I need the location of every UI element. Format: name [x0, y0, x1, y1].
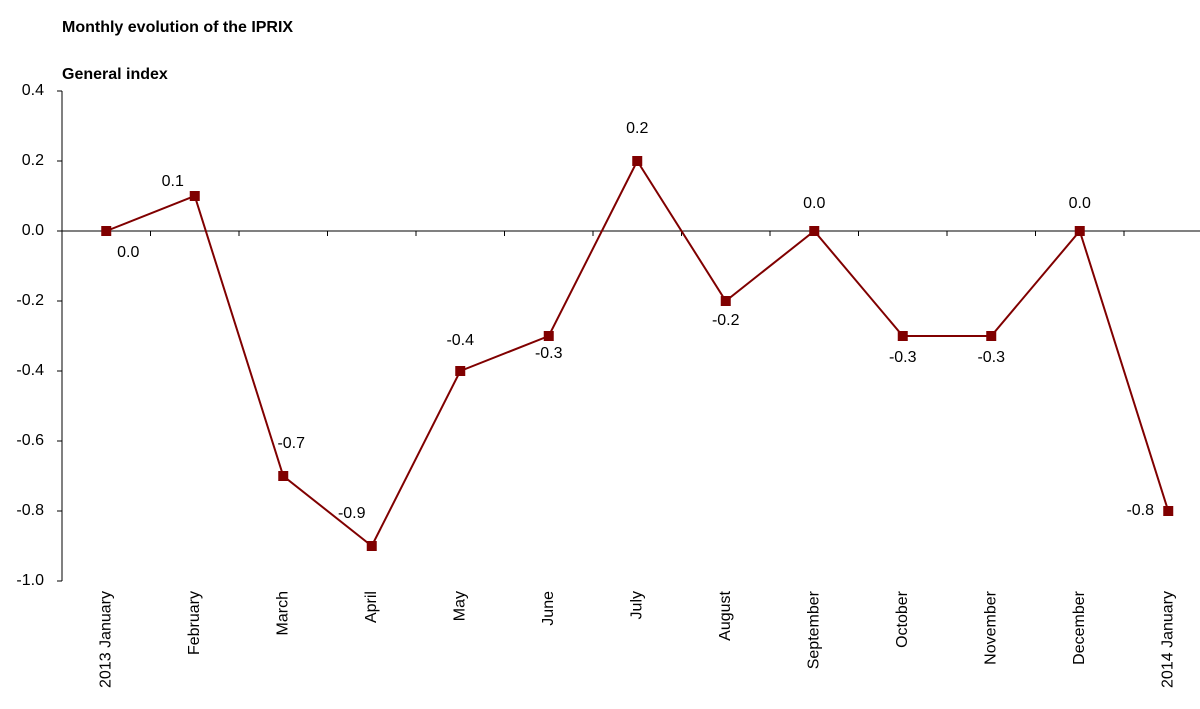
x-tick-label: June: [540, 591, 557, 626]
marker: [455, 366, 466, 376]
chart-subtitle: General index: [62, 66, 168, 83]
y-tick-label: -0.6: [16, 432, 44, 449]
marker: [632, 156, 643, 166]
marker: [809, 226, 820, 236]
y-tick-label: 0.2: [22, 152, 44, 169]
y-tick-label: -0.2: [16, 292, 44, 309]
marker: [897, 331, 908, 341]
data-label: -0.7: [277, 435, 305, 452]
x-tick-label: 2014 January: [1159, 591, 1176, 688]
marker: [543, 331, 554, 341]
data-label: -0.9: [338, 505, 366, 522]
data-label: -0.3: [535, 345, 563, 362]
chart-title: Monthly evolution of the IPRIX: [62, 19, 293, 36]
data-label: 0.2: [626, 120, 648, 137]
x-tick-label: February: [186, 591, 203, 655]
marker: [101, 226, 112, 236]
marker: [278, 471, 289, 481]
x-tick-label: December: [1071, 590, 1088, 664]
y-tick-label: 0.0: [22, 222, 44, 239]
marker: [366, 541, 377, 551]
data-label: 0.0: [1069, 195, 1091, 212]
data-label: -0.8: [1126, 502, 1154, 519]
y-tick-label: -1.0: [16, 572, 44, 589]
line: [105, 158, 1170, 548]
x-tick-label: July: [628, 591, 645, 619]
data-label: -0.3: [977, 349, 1005, 366]
x-tick-label: April: [363, 591, 380, 623]
y-tick-label: -0.8: [16, 502, 44, 519]
marker: [189, 191, 200, 201]
x-tick-label: March: [274, 591, 291, 635]
x-tick-label: November: [982, 590, 999, 664]
marker: [720, 296, 731, 306]
y-tick-label: -0.4: [16, 362, 44, 379]
x-tick-label: 2013 January: [97, 591, 114, 688]
y-tick-label: 0.4: [22, 82, 44, 99]
data-label: 0.0: [117, 244, 139, 261]
marker: [986, 331, 997, 341]
data-label: 0.0: [803, 195, 825, 212]
data-label: -0.2: [712, 312, 740, 329]
x-tick-label: August: [717, 590, 734, 640]
marker: [1074, 226, 1085, 236]
x-tick-label: October: [894, 590, 911, 648]
data-label: 0.1: [162, 173, 184, 190]
x-tick-label: May: [451, 591, 468, 621]
data-label: -0.3: [889, 349, 917, 366]
marker: [1163, 506, 1174, 516]
data-label: -0.4: [446, 332, 474, 349]
x-tick-label: September: [805, 590, 822, 669]
